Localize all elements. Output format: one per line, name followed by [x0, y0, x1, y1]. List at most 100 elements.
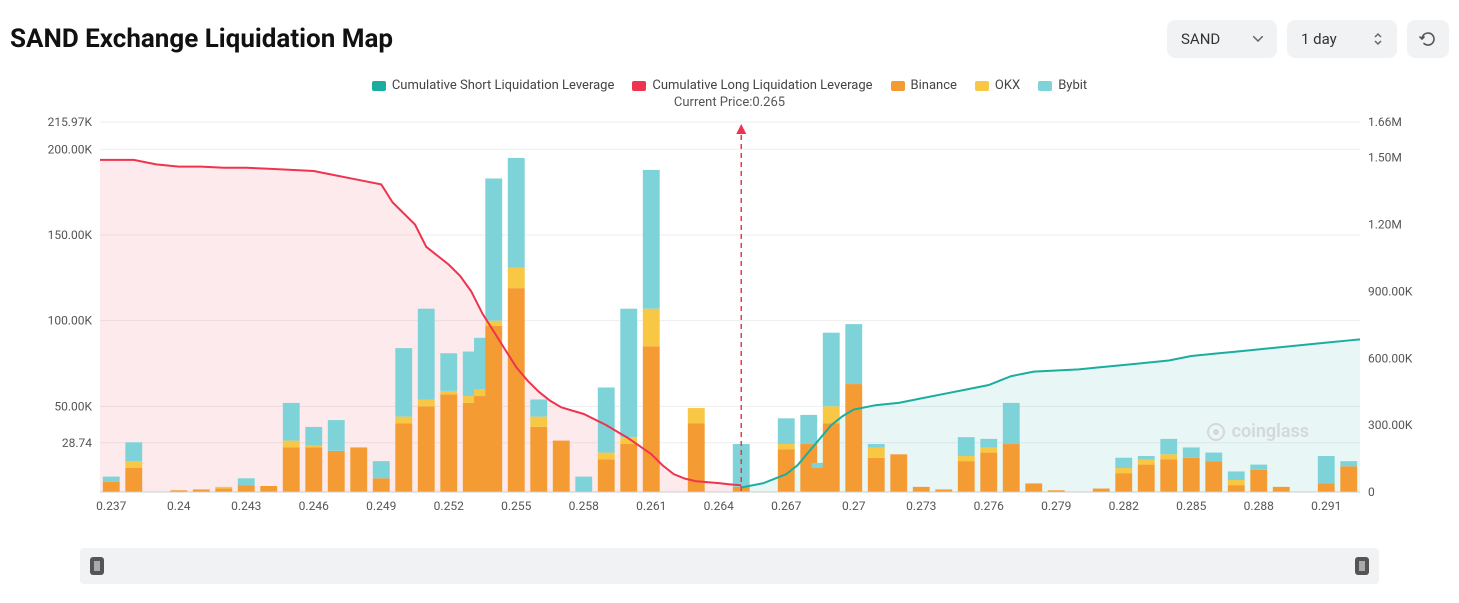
bar-binance	[643, 346, 660, 492]
bar-binance	[553, 441, 570, 492]
bar-binance	[1273, 487, 1290, 492]
svg-text:0.288: 0.288	[1244, 499, 1274, 513]
range-slider-handle-right[interactable]	[1355, 557, 1369, 575]
refresh-button[interactable]	[1407, 20, 1449, 58]
bar-binance	[1228, 485, 1245, 492]
svg-text:100.00K: 100.00K	[48, 314, 93, 328]
legend-item-3[interactable]: OKX	[975, 78, 1020, 93]
bar-binance	[1003, 444, 1020, 492]
bar-binance	[980, 453, 997, 492]
legend-item-1[interactable]: Cumulative Long Liquidation Leverage	[632, 78, 872, 93]
bar-binance	[890, 454, 907, 492]
bar-okx	[980, 447, 997, 452]
refresh-icon	[1419, 30, 1437, 48]
legend-label: OKX	[995, 78, 1020, 93]
bar-binance	[418, 406, 435, 492]
bar-binance	[1093, 489, 1110, 492]
bar-bybit	[125, 442, 142, 461]
legend-item-0[interactable]: Cumulative Short Liquidation Leverage	[372, 78, 615, 93]
bar-bybit	[823, 333, 840, 407]
bar-okx	[643, 309, 660, 347]
svg-text:0.264: 0.264	[704, 499, 734, 513]
bar-binance	[1160, 459, 1177, 492]
svg-text:0.258: 0.258	[569, 499, 599, 513]
bar-binance	[215, 489, 232, 492]
svg-text:0.291: 0.291	[1311, 499, 1341, 513]
bar-binance	[598, 459, 615, 492]
bar-binance	[350, 447, 367, 492]
svg-text:0.273: 0.273	[906, 499, 936, 513]
range-slider[interactable]	[80, 548, 1379, 584]
svg-text:215.97K: 215.97K	[48, 115, 93, 129]
svg-text:0.255: 0.255	[501, 499, 531, 513]
legend-item-2[interactable]: Binance	[891, 78, 957, 93]
timeframe-select[interactable]: 1 day	[1287, 20, 1397, 58]
bar-binance	[1250, 470, 1267, 492]
bar-binance	[913, 487, 930, 492]
bar-bybit	[575, 477, 592, 492]
timeframe-select-label: 1 day	[1301, 30, 1337, 48]
bar-okx	[778, 444, 795, 449]
svg-text:1.66M: 1.66M	[1368, 115, 1402, 129]
bar-binance	[1138, 465, 1155, 492]
bar-bybit	[305, 427, 322, 446]
range-slider-handle-left[interactable]	[90, 557, 104, 575]
bar-bybit	[620, 309, 637, 437]
bar-okx	[215, 487, 232, 489]
svg-text:0.267: 0.267	[771, 499, 801, 513]
bar-bybit	[598, 387, 615, 452]
bar-okx	[418, 399, 435, 406]
bar-okx	[305, 446, 322, 448]
svg-text:0.24: 0.24	[167, 499, 191, 513]
bar-binance	[958, 461, 975, 492]
bar-binance	[1115, 473, 1132, 492]
legend-swatch	[372, 81, 386, 91]
updown-icon	[1373, 32, 1383, 46]
svg-text:0.285: 0.285	[1176, 499, 1206, 513]
bar-bybit	[1318, 456, 1335, 483]
bar-okx	[688, 408, 705, 423]
svg-text:900.00K: 900.00K	[1368, 284, 1413, 298]
bar-binance	[1025, 483, 1042, 492]
bar-binance	[260, 486, 277, 492]
bar-bybit	[845, 324, 862, 384]
svg-text:0.249: 0.249	[366, 499, 396, 513]
bar-binance	[440, 394, 457, 492]
symbol-select[interactable]: SAND	[1167, 20, 1277, 58]
bar-okx	[598, 453, 615, 460]
bar-bybit	[373, 461, 390, 478]
bar-bybit	[328, 420, 345, 451]
svg-text:1.20M: 1.20M	[1368, 218, 1402, 232]
bar-okx	[530, 417, 547, 427]
legend-swatch	[975, 81, 989, 91]
bar-binance	[103, 482, 120, 492]
bar-bybit	[418, 309, 435, 400]
svg-text:28.74: 28.74	[62, 436, 92, 450]
bar-binance	[823, 423, 840, 492]
bar-binance	[1318, 483, 1335, 492]
bar-bybit	[485, 178, 502, 320]
bar-bybit	[508, 158, 525, 268]
bar-binance	[238, 485, 255, 492]
bar-binance	[620, 444, 637, 492]
legend-swatch	[632, 81, 646, 91]
svg-text:0.246: 0.246	[299, 499, 329, 513]
bar-okx	[1138, 459, 1155, 464]
page-title: SAND Exchange Liquidation Map	[10, 24, 393, 54]
bar-bybit	[1340, 461, 1357, 466]
bar-bybit	[643, 170, 660, 309]
bar-bybit	[1138, 456, 1155, 459]
liquidation-chart: 28.7450.00K100.00K150.00K200.00K215.97K0…	[30, 112, 1430, 542]
bar-binance	[1205, 461, 1222, 492]
svg-text:0.261: 0.261	[636, 499, 666, 513]
bar-binance	[373, 478, 390, 492]
bar-okx	[395, 417, 412, 424]
svg-text:0: 0	[1368, 485, 1375, 499]
current-price-label: Current Price:0.265	[10, 95, 1449, 110]
bar-okx	[125, 461, 142, 468]
legend-item-4[interactable]: Bybit	[1038, 78, 1087, 93]
bar-binance	[868, 458, 885, 492]
bar-okx	[958, 456, 975, 461]
svg-text:0.279: 0.279	[1041, 499, 1071, 513]
bar-okx	[508, 268, 525, 289]
